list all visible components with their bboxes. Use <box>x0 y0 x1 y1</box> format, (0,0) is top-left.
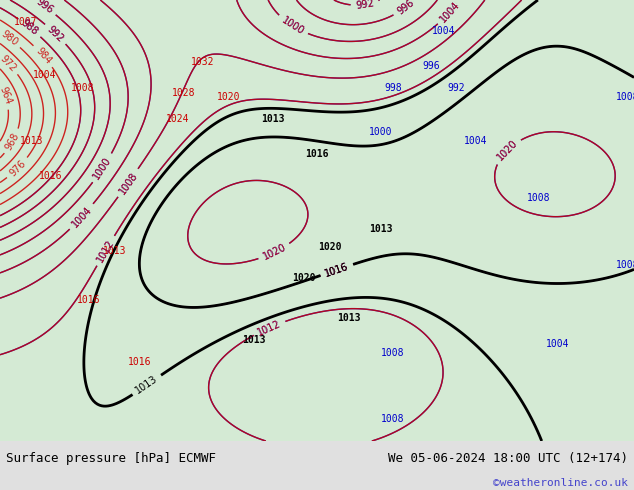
Text: 1004: 1004 <box>438 0 462 24</box>
Text: 1004: 1004 <box>546 339 570 349</box>
Text: 1004: 1004 <box>70 204 94 229</box>
Text: 992: 992 <box>46 24 66 44</box>
Text: 996: 996 <box>422 61 440 71</box>
Text: 1004: 1004 <box>70 204 94 229</box>
Text: 1032: 1032 <box>191 57 215 67</box>
Text: 1016: 1016 <box>305 149 329 159</box>
Text: 1000: 1000 <box>368 127 392 137</box>
Text: 1016: 1016 <box>39 172 63 181</box>
Text: 980: 980 <box>0 29 20 48</box>
Text: 1016: 1016 <box>77 295 101 305</box>
Text: 976: 976 <box>8 158 28 178</box>
Text: 996: 996 <box>34 0 55 16</box>
Text: 1020: 1020 <box>495 138 519 163</box>
Text: 1008: 1008 <box>117 170 139 196</box>
Text: 1012: 1012 <box>95 238 116 264</box>
Text: 992: 992 <box>46 24 66 44</box>
Text: 1016: 1016 <box>323 261 350 279</box>
Text: 968: 968 <box>4 131 22 152</box>
Text: 1013: 1013 <box>242 335 266 344</box>
Text: 1008: 1008 <box>70 83 94 93</box>
Text: 1004: 1004 <box>432 26 456 36</box>
Text: Surface pressure [hPa] ECMWF: Surface pressure [hPa] ECMWF <box>6 452 216 465</box>
Text: 1020: 1020 <box>261 243 288 262</box>
Text: 1013: 1013 <box>261 114 285 124</box>
Text: 1012: 1012 <box>95 238 116 264</box>
Text: 1008: 1008 <box>381 414 405 424</box>
Text: 1016: 1016 <box>127 357 152 367</box>
Text: 1020: 1020 <box>261 243 288 262</box>
Text: 1008: 1008 <box>381 348 405 358</box>
Text: 1020: 1020 <box>318 242 342 252</box>
Text: 1013: 1013 <box>20 136 44 146</box>
Text: 1016: 1016 <box>323 261 350 279</box>
Text: 1004: 1004 <box>463 136 488 146</box>
Text: 992: 992 <box>355 0 375 11</box>
Text: 972: 972 <box>0 53 18 74</box>
Text: 992: 992 <box>355 0 375 11</box>
Text: 1000: 1000 <box>280 15 306 37</box>
Text: 1000: 1000 <box>280 15 306 37</box>
Text: 984: 984 <box>34 46 53 66</box>
Text: 1028: 1028 <box>172 88 196 98</box>
Text: 964: 964 <box>0 86 13 106</box>
Text: 1013: 1013 <box>368 224 392 234</box>
Text: 1008: 1008 <box>616 260 634 270</box>
Text: We 05-06-2024 18:00 UTC (12+174): We 05-06-2024 18:00 UTC (12+174) <box>387 452 628 465</box>
Text: 1008: 1008 <box>527 194 551 203</box>
Text: 1007: 1007 <box>13 17 37 27</box>
Text: 988: 988 <box>20 18 40 37</box>
Text: 1020: 1020 <box>495 138 519 163</box>
Text: 1016: 1016 <box>323 261 350 279</box>
Text: 1013: 1013 <box>102 246 126 256</box>
Text: 996: 996 <box>395 0 416 17</box>
Text: 1008: 1008 <box>616 92 634 102</box>
Text: 1004: 1004 <box>32 70 56 80</box>
Text: 996: 996 <box>34 0 55 16</box>
Text: 1024: 1024 <box>165 114 190 124</box>
Text: 1004: 1004 <box>438 0 462 24</box>
Text: 1000: 1000 <box>92 155 113 181</box>
Text: 1013: 1013 <box>134 374 160 396</box>
Text: ©weatheronline.co.uk: ©weatheronline.co.uk <box>493 478 628 488</box>
Text: 1012: 1012 <box>256 318 283 337</box>
Text: 1020: 1020 <box>216 92 240 102</box>
Text: 1012: 1012 <box>256 318 283 337</box>
Text: 998: 998 <box>384 83 402 93</box>
Text: 992: 992 <box>448 83 465 93</box>
Text: 1013: 1013 <box>337 313 361 322</box>
Text: 1020: 1020 <box>292 273 316 283</box>
Text: 1008: 1008 <box>117 170 139 196</box>
Text: 1000: 1000 <box>92 155 113 181</box>
Text: 996: 996 <box>395 0 416 17</box>
Text: 988: 988 <box>20 18 40 37</box>
